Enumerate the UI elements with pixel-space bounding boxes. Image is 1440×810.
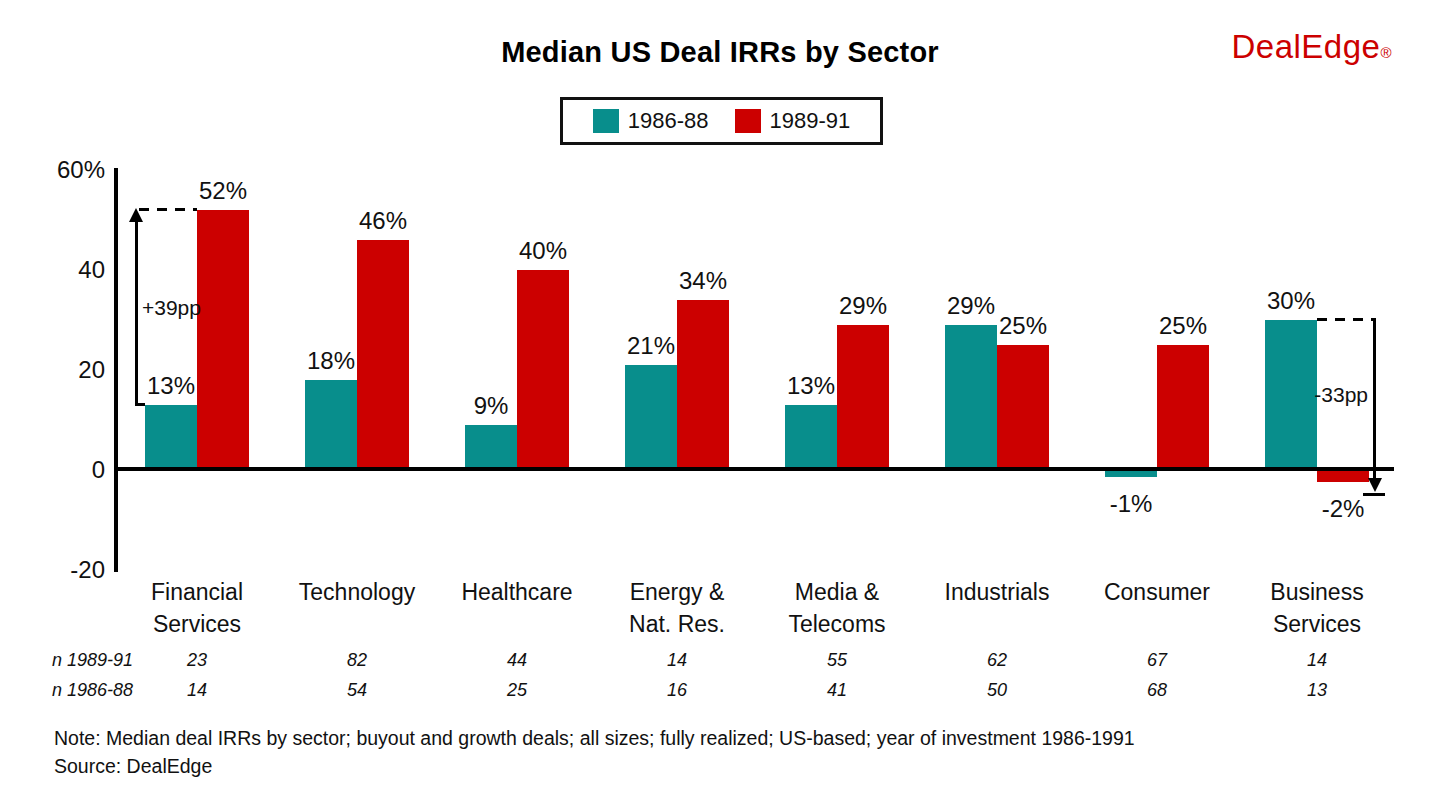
bar-1986-88-industrials [945, 325, 997, 470]
bar-1989-91-industrials [997, 345, 1049, 470]
category-label-line: Healthcare [432, 576, 602, 608]
category-label-line: Consumer [1072, 576, 1242, 608]
n-value: 16 [642, 678, 712, 702]
category-label-line: Media & [752, 576, 922, 608]
annotation-base-tick [135, 403, 145, 406]
n-row-label: n 1986-88 [52, 678, 133, 702]
n-value: 25 [482, 678, 552, 702]
y-tick-label: 40 [8, 255, 105, 285]
bar-value-label: 30% [1246, 286, 1336, 316]
bar-1989-91-business-services [1317, 470, 1369, 482]
n-value: 14 [1282, 648, 1352, 672]
bar-1989-91-healthcare [517, 270, 569, 470]
y-tick-label: 60% [8, 155, 105, 185]
n-value: 14 [162, 678, 232, 702]
category-label: Consumer [1072, 576, 1242, 608]
y-axis-line [114, 168, 118, 572]
n-value: 54 [322, 678, 392, 702]
bar-1989-91-consumer [1157, 345, 1209, 470]
bar-value-label: 34% [658, 266, 748, 296]
arrow-down-icon [1368, 478, 1382, 492]
bar-1986-88-healthcare [465, 425, 517, 470]
n-value: 23 [162, 648, 232, 672]
category-label-line: Business [1232, 576, 1402, 608]
n-row-label: n 1989-91 [52, 648, 133, 672]
annotation-arrow-shaft [135, 212, 138, 404]
y-tick-label: 0 [8, 455, 105, 485]
bar-value-label: 25% [1138, 311, 1228, 341]
bar-value-label: 25% [978, 311, 1068, 341]
bar-value-label: -1% [1086, 489, 1176, 519]
category-label: Industrials [912, 576, 1082, 608]
annotation-arrow-shaft [1373, 318, 1376, 478]
annotation-label: +39pp [142, 294, 201, 322]
x-axis-line [114, 467, 1394, 471]
footnote-block: Note: Median deal IRRs by sector; buyout… [54, 724, 1135, 780]
category-label-line: Services [112, 608, 282, 640]
bar-1986-88-media-telecoms [785, 405, 837, 470]
n-value: 55 [802, 648, 872, 672]
bar-value-label: 18% [286, 346, 376, 376]
category-label-line: Industrials [912, 576, 1082, 608]
n-value: 67 [1122, 648, 1192, 672]
source-text: Source: DealEdge [54, 752, 1135, 780]
n-value: 68 [1122, 678, 1192, 702]
bar-1989-91-energy-nat-res- [677, 300, 729, 470]
annotation-end-tick [1363, 493, 1385, 496]
bar-1986-88-technology [305, 380, 357, 470]
y-tick-label: 20 [8, 355, 105, 385]
bar-value-label: -2% [1298, 494, 1388, 524]
n-value: 44 [482, 648, 552, 672]
bar-value-label: 13% [126, 371, 216, 401]
n-value: 62 [962, 648, 1032, 672]
category-label-line: Nat. Res. [592, 608, 762, 640]
bar-value-label: 40% [498, 236, 588, 266]
bar-value-label: 21% [606, 331, 696, 361]
bar-value-label: 13% [766, 371, 856, 401]
bar-1986-88-energy-nat-res- [625, 365, 677, 470]
bar-value-label: 9% [446, 391, 536, 421]
bar-1986-88-financial-services [145, 405, 197, 470]
bar-value-label: 29% [818, 291, 908, 321]
n-value: 13 [1282, 678, 1352, 702]
bar-chart-plot: 60% 40 20 0 -20 13% 18% 9% 21% 13% 29% -1% 30% 52% 46%… [0, 0, 1440, 810]
bar-value-label: 46% [338, 206, 428, 236]
annotation-dashed-line [1317, 318, 1375, 321]
category-label-line: Telecoms [752, 608, 922, 640]
n-value: 41 [802, 678, 872, 702]
y-tick-label: -20 [8, 555, 105, 585]
annotation-label: -33pp [1290, 381, 1368, 409]
bar-1986-88-consumer [1105, 470, 1157, 477]
category-label: Healthcare [432, 576, 602, 608]
n-value: 82 [322, 648, 392, 672]
category-label-line: Services [1232, 608, 1402, 640]
chart-page: Median US Deal IRRs by Sector DealEdge® … [0, 0, 1440, 810]
category-label: FinancialServices [112, 576, 282, 640]
n-value: 50 [962, 678, 1032, 702]
n-value: 14 [642, 648, 712, 672]
category-label: Media &Telecoms [752, 576, 922, 640]
bar-1989-91-financial-services [197, 210, 249, 470]
category-label-line: Financial [112, 576, 282, 608]
note-text: Note: Median deal IRRs by sector; buyout… [54, 724, 1135, 752]
category-label-line: Technology [272, 576, 442, 608]
category-label: Technology [272, 576, 442, 608]
bar-value-label: 52% [178, 176, 268, 206]
category-label: Energy &Nat. Res. [592, 576, 762, 640]
category-label-line: Energy & [592, 576, 762, 608]
category-label: BusinessServices [1232, 576, 1402, 640]
annotation-dashed-line [139, 208, 197, 211]
